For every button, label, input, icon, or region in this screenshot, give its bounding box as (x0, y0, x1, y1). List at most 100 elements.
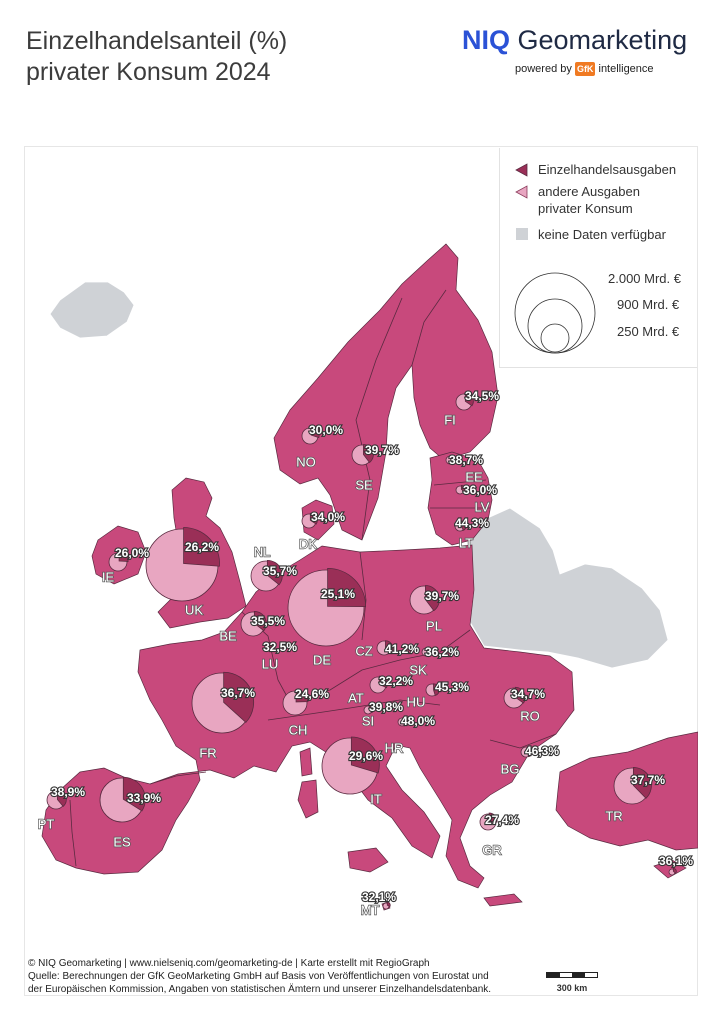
size-circle-medium (527, 298, 583, 354)
pie-lv (455, 484, 466, 495)
share-label-nl: 35,7% (263, 564, 297, 578)
pie-uk (145, 527, 220, 602)
border-central-east (399, 629, 471, 661)
border-baltics-split (430, 479, 490, 509)
pie-retail-gr (488, 812, 498, 823)
pie-retail-pt (57, 790, 67, 807)
share-label-se: 39,7% (365, 443, 399, 457)
pie-retail-de (327, 567, 367, 608)
country-code-ch: CH (289, 722, 308, 737)
country-code-gr: GR (482, 842, 502, 857)
pie-pl (409, 585, 440, 615)
share-label-ee: 38,7% (449, 453, 483, 467)
region-corsica (299, 747, 313, 777)
share-label-fi: 34,5% (465, 389, 499, 403)
map-title: Einzelhandelsanteil (%) privater Konsum … (26, 26, 356, 88)
region-continent (41, 544, 575, 889)
pie-be (240, 610, 267, 637)
pie-retail-nl (266, 559, 283, 586)
country-code-lv: LV (475, 499, 490, 514)
country-code-dk: DK (299, 536, 317, 551)
share-label-gr: 27,4% (485, 813, 519, 827)
pie-ee (445, 455, 456, 465)
legend-size-small: 250 Mrd. € (617, 324, 680, 339)
border-pyrenees (149, 771, 207, 785)
countries-with-data (41, 243, 698, 911)
size-circle-large (514, 272, 596, 354)
pie-it (321, 736, 380, 795)
region-eastern-europe (467, 507, 669, 669)
brand-geomarketing: Geomarketing (510, 25, 688, 55)
pie-retail-ie (118, 551, 129, 562)
brand-logo: NIQ Geomarketing powered by GfK intellig… (462, 24, 702, 76)
map-title-line2: privater Konsum 2024 (26, 58, 271, 86)
brand-wordmark: NIQ Geomarketing (462, 24, 702, 56)
region-cyprus (653, 859, 687, 879)
pie-retail-mt (386, 901, 391, 908)
brand-niq: NIQ (462, 25, 511, 55)
share-label-ro: 34,7% (511, 687, 545, 701)
map-title-line1: Einzelhandelsanteil (%) (26, 27, 288, 55)
pie-retail-bg (527, 746, 533, 758)
border-sweden-finland (411, 289, 447, 366)
country-code-hr: HR (385, 740, 404, 755)
pie-no (301, 426, 320, 445)
border-germany-south (289, 659, 401, 703)
share-label-hr: 48,0% (401, 714, 435, 728)
region-sardinia (297, 779, 319, 819)
border-romania-bulgaria (489, 733, 557, 749)
country-code-mt: MT (361, 902, 380, 917)
country-code-hu: HU (407, 694, 426, 709)
country-code-es: ES (113, 834, 131, 849)
pie-at (369, 675, 388, 694)
country-code-cz: CZ (355, 643, 372, 658)
border-norway-sweden (355, 297, 403, 541)
pie-retail-lu (268, 643, 273, 650)
country-code-bg: BG (501, 761, 520, 776)
legend-size-medium: 900 Mrd. € (617, 297, 680, 312)
footer-source-line2: der Europäischen Kommission, Angaben von… (28, 984, 492, 995)
country-code-lu: LU (262, 656, 279, 671)
pie-se (351, 444, 374, 466)
pie-retail-fi (464, 392, 474, 407)
pie-tr (613, 767, 652, 805)
map-legend: Einzelhandelsausgaben andere Ausgaben pr… (499, 148, 697, 368)
country-code-tr: TR (605, 808, 622, 823)
retail-slice-icon (515, 163, 528, 177)
pie-retail-be (253, 610, 267, 632)
pie-retail-dk (309, 512, 318, 525)
pie-sk (421, 646, 432, 657)
gfk-logo: GfK (574, 62, 596, 76)
share-label-lt: 44,3% (455, 516, 489, 530)
country-code-ie: IE (102, 569, 115, 584)
country-code-fi: FI (444, 412, 456, 427)
share-label-cz: 41,2% (385, 642, 419, 656)
intelligence-text: intelligence (598, 62, 654, 75)
pie-retail-sk (426, 646, 432, 655)
pie-ro (503, 686, 526, 709)
pie-retail-se (363, 444, 374, 464)
country-code-si: SI (362, 713, 374, 728)
pie-retail-ch (295, 689, 309, 703)
pie-retail-cy (672, 867, 677, 874)
pie-fr (191, 671, 255, 734)
legend-other-label: andere Ausgaben privater Konsum (538, 183, 698, 217)
pie-retail-ee (451, 455, 456, 464)
pie-retail-hu (433, 683, 440, 697)
country-code-fr: FR (199, 745, 216, 760)
footer-source-line1: Quelle: Berechnungen der GfK GeoMarketin… (28, 971, 489, 982)
pie-lu (264, 643, 273, 652)
size-legend-circles (514, 272, 596, 354)
pie-retail-lt (461, 520, 467, 531)
europe-map: 26,2% UK 26,0%IE 30,0% NO 39,7% SE 34,5% FI 38,7%… (37, 243, 698, 918)
pie-fi (455, 392, 474, 411)
share-label-it: 29,6% (349, 749, 383, 763)
legend-retail-label: Einzelhandelsausgaben (538, 162, 677, 177)
pie-retail-ro (514, 686, 526, 704)
pie-hr (397, 717, 408, 727)
pie-retail-lv (460, 484, 466, 493)
share-label-hu: 45,3% (435, 680, 469, 694)
scale-label: 300 km (556, 983, 588, 993)
internal-borders (69, 289, 557, 867)
pie-es (99, 776, 146, 823)
